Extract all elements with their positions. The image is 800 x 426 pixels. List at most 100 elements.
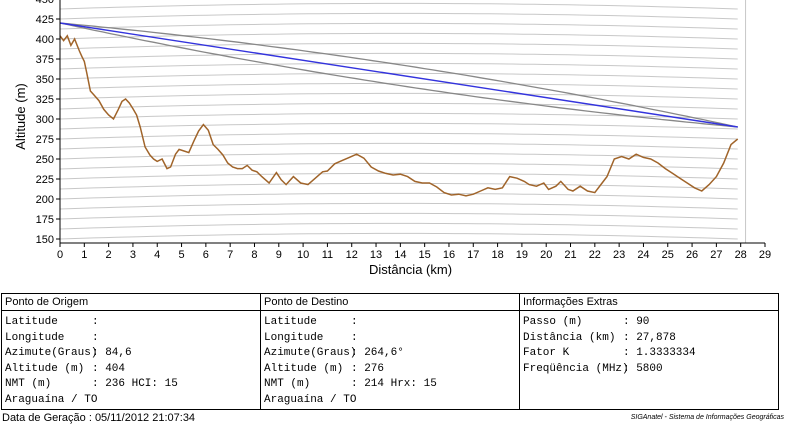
x-tick-label: 9 — [276, 249, 282, 261]
x-tick-label: 18 — [491, 249, 503, 261]
y-tick-label: 450 — [36, 0, 54, 6]
y-tick-label: 300 — [36, 114, 54, 126]
grid-line — [59, 162, 738, 170]
profile-chart: 150 175 200 225 250 275 300 325 350 3 7 5 400 425 450 0… — [13, 0, 771, 277]
origem-azimute-label: Azimute(Graus) — [5, 347, 98, 359]
y-tick-label: 200 — [36, 194, 54, 206]
x-tick-label: 26 — [686, 249, 698, 261]
destino-altitude-value: : 276 — [351, 362, 385, 375]
chart-svg: 150 175 200 225 250 275 300 325 350 3 7 5 400 425 450 0… — [13, 0, 771, 277]
origem-longitude-value: : — [92, 331, 99, 344]
extras-passo-label: Passo (m) — [523, 316, 583, 328]
destino-nmt-value: : 214 Hrx: 15 — [351, 378, 437, 390]
x-tick-label: 17 — [467, 249, 479, 261]
origem-cell: Latitude: Longitude: Azimute(Graus): 84,… — [1, 310, 261, 410]
grid-line — [59, 212, 738, 220]
origem-altitude-value: : 404 — [92, 362, 126, 375]
y-tick-label: 250 — [36, 154, 54, 166]
origem-latitude-label: Latitude — [5, 316, 58, 328]
y-tick-label: 175 — [36, 214, 54, 226]
x-tick-label: 21 — [564, 249, 576, 261]
origem-latitude-value: : — [92, 316, 99, 328]
destino-nmt-label: NMT (m) — [264, 378, 311, 390]
x-tick-label: 13 — [370, 249, 382, 261]
extras-distancia-label: Distância (km) — [523, 331, 616, 344]
grid-line — [59, 172, 738, 180]
extras-fatork-value: : 1.3333334 — [623, 347, 696, 359]
info-table: Ponto de Origem Ponto de Destino Informa… — [1, 293, 779, 410]
origem-local: Araguaína / TO — [5, 393, 98, 406]
x-tick-label: 29 — [759, 249, 771, 261]
x-tick-label: 11 — [322, 249, 333, 261]
grid-line — [59, 182, 738, 190]
x-tick-label: 6 — [203, 249, 209, 261]
destino-cell: Latitude: Longitude: Azimute(Graus): 264… — [260, 310, 520, 410]
extras-frequencia-label: Freqüência (MHz) — [523, 362, 629, 375]
x-tick-label: 2 — [106, 249, 112, 261]
origem-altitude-label: Altitude (m) — [5, 362, 85, 375]
grid-line — [59, 222, 738, 230]
extras-cell: Passo (m): 90 Distância (km): 27,878 Fat… — [519, 310, 779, 410]
grid-line — [59, 12, 738, 20]
origem-nmt-value: : 236 HCI: 15 — [92, 378, 178, 390]
x-tick-label: 19 — [516, 249, 528, 261]
x-tick-label: 8 — [251, 249, 257, 261]
x-tick-label: 15 — [419, 249, 431, 261]
destino-altitude-label: Altitude (m) — [264, 362, 344, 375]
y-tick-label: 275 — [36, 134, 54, 146]
destino-latitude-label: Latitude — [264, 316, 317, 328]
x-tick-label: 10 — [297, 249, 309, 261]
grid-line — [59, 62, 738, 70]
grid-line — [59, 152, 738, 160]
origem-longitude-label: Longitude — [5, 331, 65, 344]
grid-line — [59, 132, 738, 140]
terrain-profile-line — [59, 34, 739, 197]
grid-line — [59, 122, 738, 130]
x-axis-title: Distância (km) — [369, 262, 452, 277]
origem-header: Ponto de Origem — [1, 293, 261, 311]
y-tick-label: 400 — [36, 34, 54, 46]
grid-line — [59, 82, 738, 90]
x-tick-label: 14 — [394, 249, 406, 261]
extras-frequencia-value: : 5800 — [623, 362, 663, 375]
origem-azimute-value: : 84,6 — [92, 347, 132, 359]
y-tick-label: 150 — [36, 234, 54, 246]
line-of-sight — [59, 22, 738, 128]
x-tick-label: 23 — [613, 249, 625, 261]
generation-date: Data de Geração : 05/11/2012 21:07:34 — [2, 412, 196, 424]
destino-latitude-value: : — [351, 316, 358, 328]
y-tick-label: 425 — [36, 14, 54, 26]
y-tick-label: 325 — [36, 94, 54, 106]
grid-line — [59, 92, 738, 100]
grid-line — [59, 22, 738, 30]
x-tick-label: 4 — [154, 249, 160, 261]
grid-line — [59, 202, 738, 210]
x-tick-label: 20 — [540, 249, 552, 261]
extras-passo-value: : 90 — [623, 316, 650, 328]
grid-line — [59, 232, 738, 240]
extras-distancia-value: : 27,878 — [623, 331, 676, 344]
x-tick-label: 28 — [735, 249, 747, 261]
fresnel-upper-line — [59, 22, 738, 128]
system-name: SIGAnatel - Sistema de Informações Geogr… — [630, 414, 784, 421]
extras-header: Informações Extras — [519, 293, 779, 311]
y-tick-label: 350 — [36, 74, 54, 86]
x-tick-label: 22 — [589, 249, 601, 261]
x-tick-label: 5 — [178, 249, 184, 261]
x-tick-label: 0 — [57, 249, 63, 261]
destino-azimute-label: Azimute(Graus) — [264, 347, 357, 359]
grid-line — [59, 32, 738, 40]
fresnel-lower-line — [59, 22, 738, 128]
x-tick-label: 12 — [346, 249, 358, 261]
x-tick-label: 27 — [710, 249, 722, 261]
y-axis-title: Altitude (m) — [13, 83, 28, 149]
destino-longitude-value: : — [351, 331, 358, 344]
x-tick-label: 3 — [130, 249, 136, 261]
x-tick-label: 1 — [81, 249, 87, 261]
grid-line — [59, 52, 738, 60]
y-tick-label: 225 — [36, 174, 54, 186]
grid-line — [59, 142, 738, 150]
x-tick-label: 7 — [227, 249, 233, 261]
destino-azimute-value: : 264,6° — [351, 347, 404, 359]
x-tick-label: 16 — [443, 249, 455, 261]
